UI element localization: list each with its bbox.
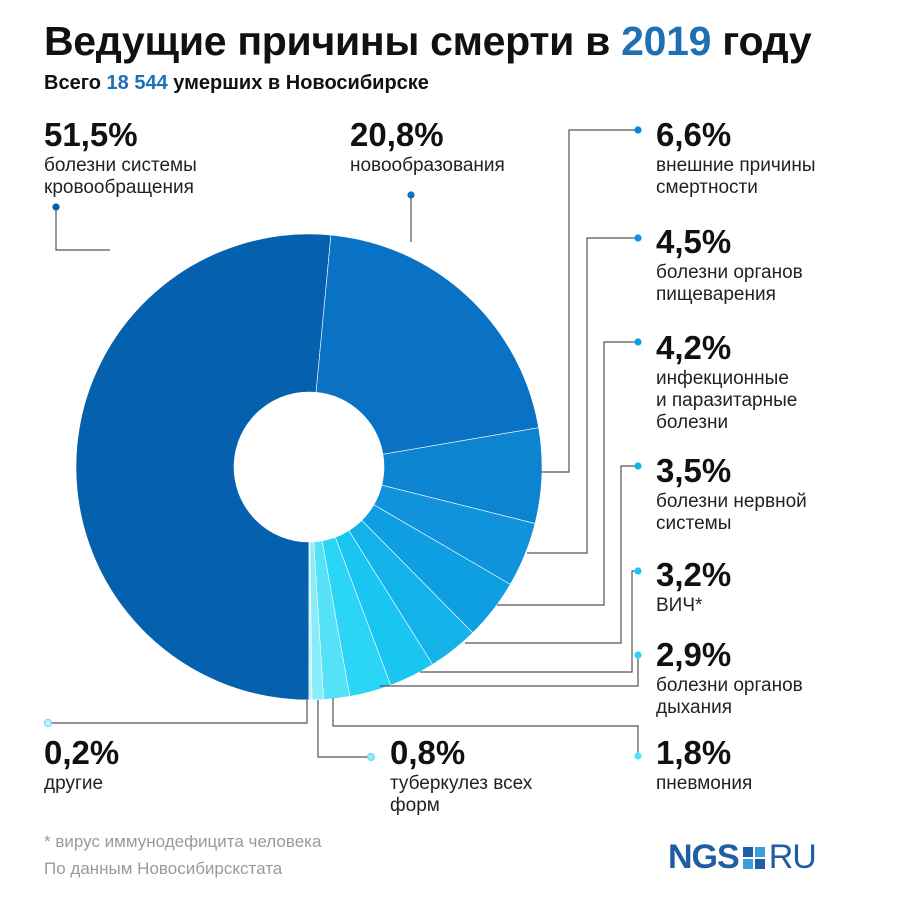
slice-percent-label: 0,8%: [390, 734, 466, 771]
subtitle-total: 18 544: [106, 72, 168, 94]
category-label-line: инфекционные: [656, 368, 789, 389]
slice-percent-label: 20,8%: [350, 116, 444, 153]
leader-dot: [43, 718, 53, 728]
category-label: 1,8% пневмония: [656, 735, 752, 795]
slice-percent-label: 1,8%: [656, 734, 732, 771]
leader-lines: [43, 126, 642, 762]
leader-line: [497, 341, 638, 606]
leader-line: [541, 129, 638, 473]
category-label: 6,6% внешние причины смертности: [656, 117, 815, 199]
title-main: Ведущие причины смерти в: [44, 18, 622, 64]
logo-right: RU: [768, 838, 817, 876]
slice-category-label: инфекционные и паразитарные болезни: [656, 368, 797, 434]
category-label: 4,5% болезни органов пищеварения: [656, 224, 803, 306]
title-tail: году: [711, 18, 812, 64]
slice-percent-label: 6,6%: [656, 116, 732, 153]
category-label-line: форм: [390, 795, 440, 816]
leader-line: [465, 465, 638, 644]
footnote-source: По данным Новосибирскстата: [44, 859, 283, 878]
category-label: 2,9% болезни органов дыхания: [656, 637, 803, 719]
slice-percent-label: 2,9%: [656, 636, 732, 673]
slice-percent-label: 4,5%: [656, 223, 732, 260]
slice-category-label: внешние причины смертности: [656, 155, 815, 199]
category-label-line: внешние причины: [656, 155, 816, 176]
leader-line: [332, 698, 639, 756]
category-label-line: системы: [656, 513, 732, 534]
category-label-line: новообразования: [350, 155, 505, 176]
category-label-line: болезни нервной: [656, 491, 807, 512]
category-label-line: другие: [44, 773, 104, 794]
leader-line: [380, 655, 639, 687]
leader-dot: [634, 752, 642, 760]
donut-slice: [315, 234, 540, 455]
slice-category-label: болезни органов пищеварения: [656, 262, 803, 306]
footnote: * вирус иммунодефицита человека По данны…: [44, 828, 321, 882]
leader-line: [527, 237, 638, 554]
slice-category-label: пневмония: [656, 773, 752, 795]
slice-percent-label: 0,2%: [44, 734, 120, 771]
category-label: 3,2% ВИЧ*: [656, 557, 731, 617]
category-label-line: дыхания: [656, 697, 732, 718]
slice-percent-label: 3,5%: [656, 452, 732, 489]
category-label: 0,8% туберкулез всех форм: [390, 735, 532, 817]
slice-category-label: болезни нервной системы: [656, 491, 807, 535]
slice-category-label: другие: [44, 773, 119, 795]
category-label: 3,5% болезни нервной системы: [656, 453, 807, 535]
category-label-line: болезни органов: [656, 675, 803, 696]
category-label-line: пищеварения: [656, 284, 776, 305]
slice-category-label: новообразования: [350, 155, 505, 177]
leader-dot: [634, 126, 642, 134]
donut-slices: [75, 233, 543, 701]
leader-line: [48, 700, 308, 724]
leader-dot: [366, 752, 376, 762]
logo-square-icon: [742, 846, 765, 869]
leader-line: [317, 700, 371, 758]
category-label-line: смертности: [656, 177, 758, 198]
category-label-line: кровообращения: [44, 177, 194, 198]
slice-category-label: болезни системы кровообращения: [44, 155, 197, 199]
chart-subtitle: Всего 18 544 умерших в Новосибирске: [44, 72, 429, 95]
slice-category-label: болезни органов дыхания: [656, 675, 803, 719]
leader-dot: [634, 234, 642, 242]
category-label-line: ВИЧ*: [656, 595, 703, 616]
donut-slice: [308, 541, 313, 701]
slice-percent-label: 51,5%: [44, 116, 138, 153]
category-label-line: пневмония: [656, 773, 753, 794]
leader-dot: [407, 191, 415, 199]
category-label-line: болезни: [656, 412, 729, 433]
logo-left: NGS: [668, 838, 740, 876]
leader-line: [55, 207, 110, 251]
subtitle-pre: Всего: [44, 72, 107, 94]
slice-category-label: ВИЧ*: [656, 595, 731, 617]
slice-category-label: туберкулез всех форм: [390, 773, 532, 817]
category-label-line: болезни системы: [44, 155, 197, 176]
category-label-line: и паразитарные: [656, 390, 798, 411]
leader-dot: [634, 462, 642, 470]
category-label: 0,2% другие: [44, 735, 119, 795]
leader-dot: [634, 567, 642, 575]
category-label: 20,8% новообразования: [350, 117, 505, 177]
category-label-line: туберкулез всех: [390, 773, 533, 794]
ngs-logo: NGS RU: [668, 838, 817, 877]
footnote-hiv: * вирус иммунодефицита человека: [44, 832, 322, 851]
title-year: 2019: [621, 18, 712, 64]
category-label-line: болезни органов: [656, 262, 803, 283]
category-label: 51,5% болезни системы кровообращения: [44, 117, 197, 199]
donut-slice: [75, 233, 332, 701]
slice-percent-label: 3,2%: [656, 556, 732, 593]
leader-dot: [634, 651, 642, 659]
category-label: 4,2% инфекционные и паразитарные болезни: [656, 330, 797, 434]
subtitle-post: умерших в Новосибирске: [167, 72, 429, 94]
leader-dot: [634, 338, 642, 346]
chart-title: Ведущие причины смерти в 2019 году: [44, 18, 812, 65]
slice-percent-label: 4,2%: [656, 329, 732, 366]
leader-dot: [52, 203, 60, 211]
